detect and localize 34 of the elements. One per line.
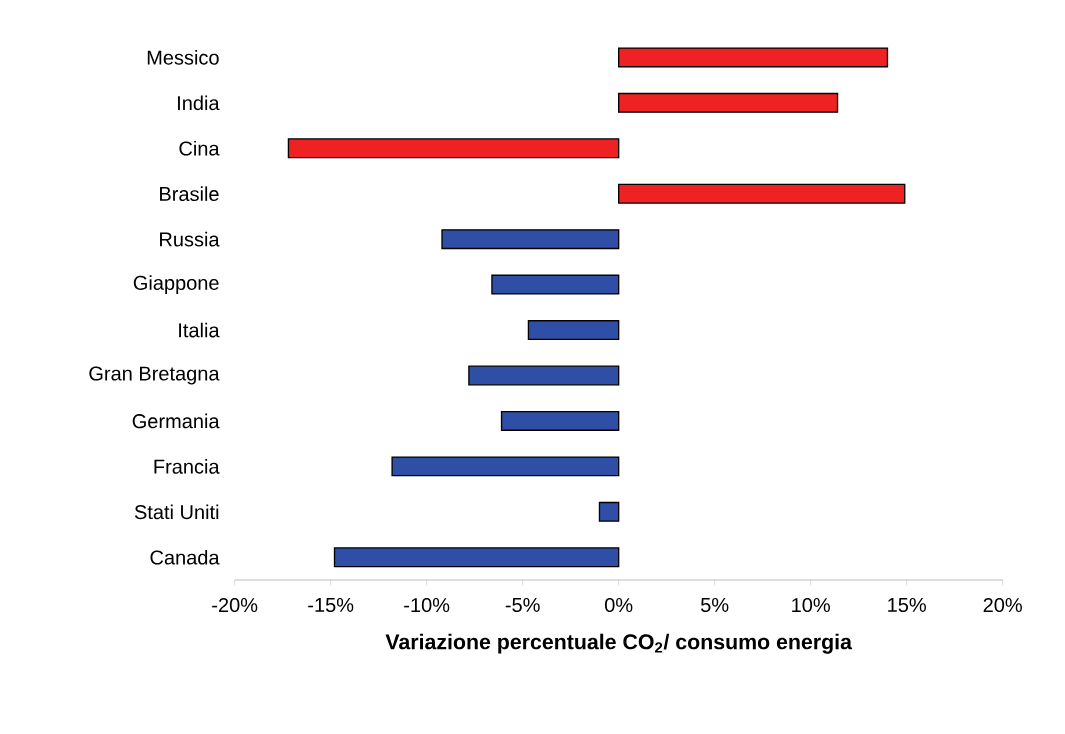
y-tick-label: Gran Bretagna xyxy=(89,366,220,385)
y-tick-label: India xyxy=(178,95,220,111)
bar xyxy=(391,456,620,477)
bar xyxy=(468,365,620,386)
y-tick-label: Germania xyxy=(132,413,220,429)
y-tick-label: Giappone xyxy=(133,275,219,294)
bar xyxy=(441,229,620,250)
bar xyxy=(500,410,620,431)
bar xyxy=(598,501,620,522)
x-tick-label: 0% xyxy=(604,597,633,613)
x-tick-label: -20% xyxy=(212,597,258,613)
x-tick-label: -10% xyxy=(404,597,450,613)
bar xyxy=(618,47,889,68)
bar xyxy=(527,320,620,341)
y-tick-label: Stati Uniti xyxy=(134,504,219,520)
y-tick-label: Italia xyxy=(179,322,220,338)
x-axis-title: Variazione percentuale CO$_{2}$/ consumo energia xyxy=(385,633,853,654)
y-tick-label: Francia xyxy=(154,459,220,474)
y-tick-label: Russia xyxy=(160,231,220,247)
x-tick-label: 5% xyxy=(701,597,729,613)
bar xyxy=(333,547,620,568)
bar xyxy=(491,274,620,295)
y-tick-label: Cina xyxy=(179,140,220,156)
bar xyxy=(287,138,620,159)
x-tick-label: 20% xyxy=(983,597,1022,613)
bar xyxy=(618,92,839,113)
x-tick-label: 10% xyxy=(792,597,830,613)
x-tick-label: 15% xyxy=(888,597,926,613)
bar xyxy=(618,183,906,204)
y-tick-label: Messico xyxy=(147,50,219,65)
x-tick-label: -5% xyxy=(505,597,540,613)
y-tick-label: Canada xyxy=(150,549,220,565)
x-tick-label: -15% xyxy=(308,597,354,613)
y-tick-label: Brasile xyxy=(160,186,219,202)
